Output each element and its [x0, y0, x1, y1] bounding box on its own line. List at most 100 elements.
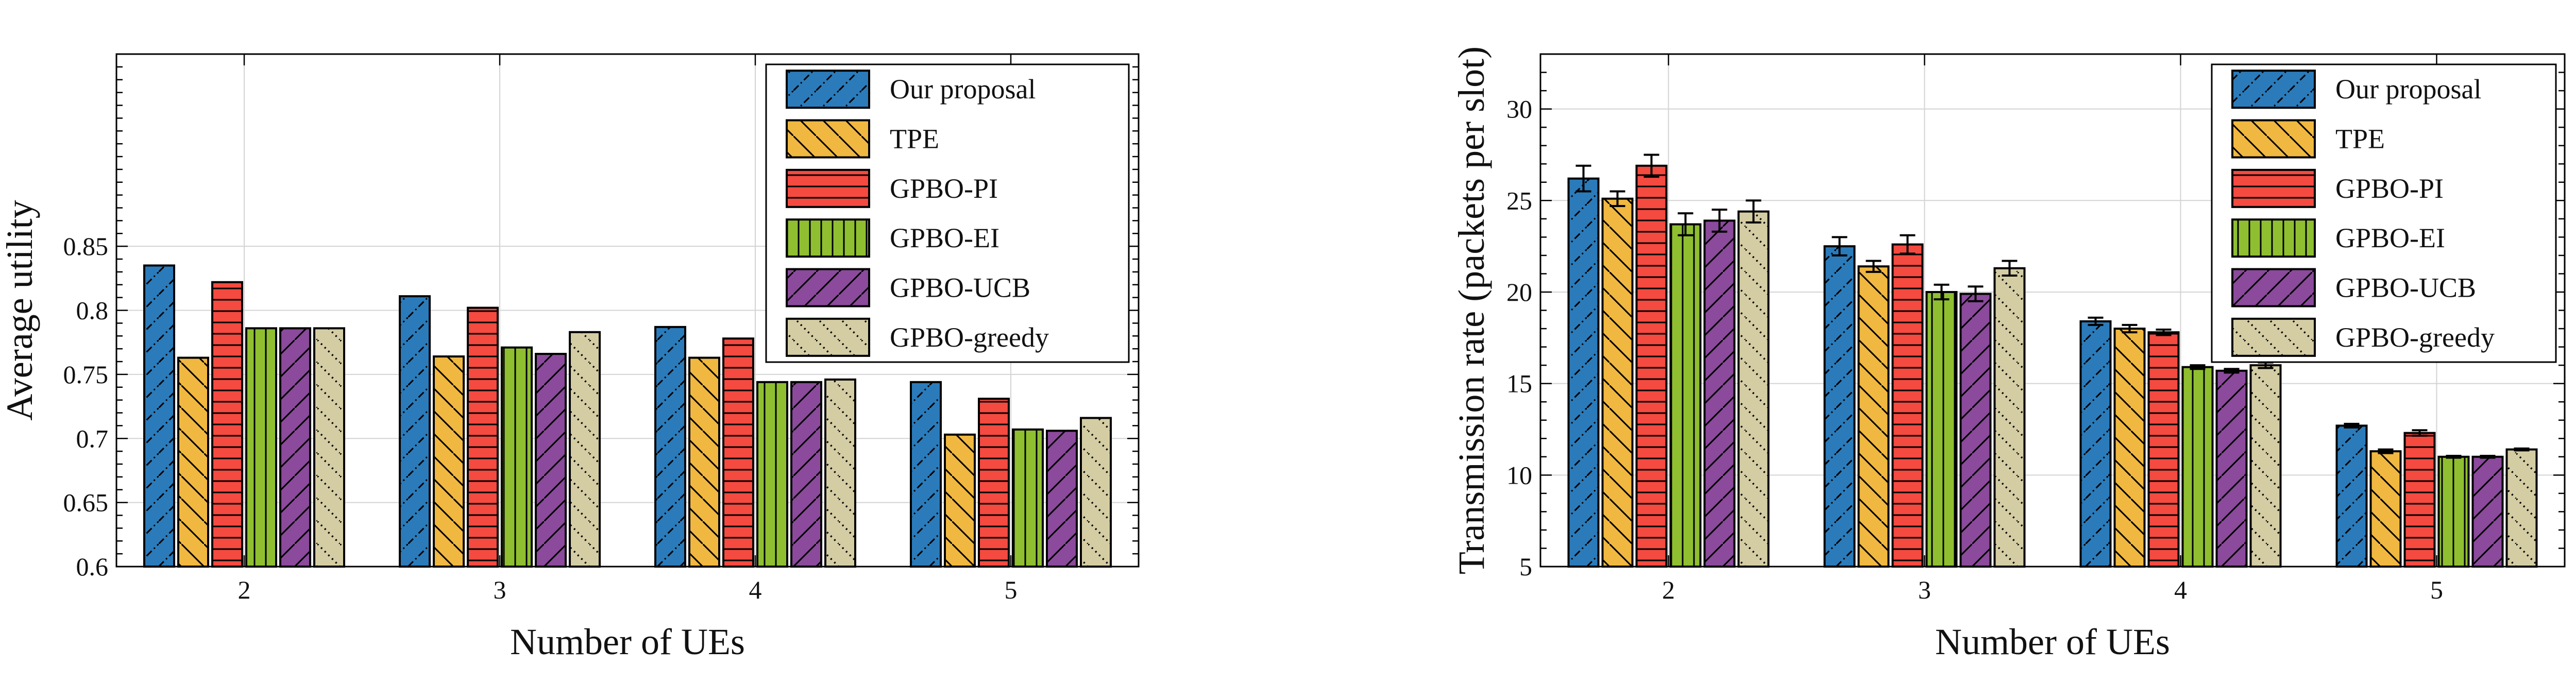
legend-swatch: [786, 218, 870, 258]
bar: [1669, 223, 1702, 568]
bar: [569, 331, 601, 568]
legend-item: GPBO-PI: [786, 168, 998, 208]
error-bar: [1643, 153, 1659, 178]
y-ticks: [116, 53, 1139, 568]
legend: Our proposal TPE GPBO-PI GPBO-EI GPBO-UCB GPB…: [765, 63, 1130, 363]
error-bar: [1900, 234, 1916, 255]
series-tpe: [1601, 190, 2402, 568]
bar: [2215, 369, 2248, 568]
bar: [501, 346, 533, 568]
error-bar: [2002, 260, 2018, 277]
y-tick-label: 0.65: [63, 488, 109, 517]
error-bar: [2088, 316, 2104, 326]
series-our-proposal: [1567, 164, 2368, 568]
legend-swatch: [786, 168, 870, 208]
y-tick-label: 0.7: [76, 424, 109, 453]
chart-panel-utility: 0.6 0.65 0.7 0.75 0.8 0.85 2 3 4 5 Number of UEs Av…: [0, 53, 1140, 662]
bar: [1567, 177, 1600, 568]
x-tick-label: 2: [1662, 575, 1675, 604]
y-tick-label: 25: [1506, 186, 1532, 215]
legend-swatch: [2231, 168, 2316, 208]
error-bar: [2446, 455, 2462, 459]
series-tpe: [177, 355, 976, 568]
legend-box: [765, 63, 1130, 363]
error-bar: [2412, 429, 2428, 437]
bar: [2181, 366, 2214, 568]
x-tick-label: 2: [238, 575, 251, 604]
error-bar: [1711, 209, 1727, 233]
bar: [910, 381, 942, 568]
error-bar: [1609, 190, 1625, 207]
bar: [245, 327, 277, 568]
legend-label: Our proposal: [890, 74, 1036, 105]
error-bar: [1832, 236, 1848, 257]
error-bar: [2480, 455, 2496, 459]
legend-label: GPBO-EI: [2335, 223, 2445, 253]
y-tick-label: 0.8: [76, 296, 109, 325]
y-tick-label: 5: [1519, 552, 1532, 581]
legend-item: GPBO-greedy: [786, 317, 1049, 357]
bar: [1601, 197, 1634, 568]
legend-box: [2211, 63, 2557, 363]
bar: [2249, 364, 2282, 568]
legend-item: GPBO-UCB: [786, 268, 1030, 308]
bar: [313, 327, 345, 568]
error-bar: [2190, 364, 2206, 370]
x-tick-label: 4: [2174, 575, 2187, 604]
legend-label: TPE: [890, 124, 939, 155]
bar: [143, 264, 175, 568]
legend-swatch: [2231, 119, 2316, 159]
legend-label: GPBO-PI: [890, 173, 998, 204]
legend-label: TPE: [2335, 124, 2385, 155]
legend-item: GPBO-greedy: [2231, 317, 2495, 357]
error-bar: [1575, 164, 1591, 193]
bar: [1080, 417, 1112, 568]
bar: [2505, 448, 2538, 568]
x-tick-label: 5: [2430, 575, 2443, 604]
legend-label: GPBO-UCB: [890, 272, 1030, 303]
bar: [654, 326, 686, 568]
bar: [1046, 430, 1078, 568]
legend-swatch: [786, 70, 870, 109]
y-tick-label: 20: [1506, 278, 1532, 306]
bar: [2335, 424, 2368, 568]
error-bar: [2224, 368, 2240, 374]
legend-label: Our proposal: [2335, 74, 2481, 105]
y-tick-label: 0.75: [63, 360, 109, 389]
bar: [399, 295, 431, 568]
bar: [1925, 291, 1958, 568]
bar: [2369, 450, 2402, 568]
legend-item: GPBO-PI: [2231, 168, 2444, 208]
bar: [211, 281, 243, 568]
series-gpbo-ucb: [1703, 209, 2504, 568]
series-gpbo-pi: [211, 281, 1010, 568]
series-gpbo-greedy: [313, 327, 1112, 568]
bar: [944, 433, 976, 568]
bar: [688, 356, 720, 568]
x-tick-label: 5: [1005, 575, 1018, 604]
error-bar: [2378, 448, 2394, 454]
y-tick-label: 30: [1506, 95, 1532, 124]
legend-swatch: [786, 119, 870, 159]
legend: Our proposal TPE GPBO-PI GPBO-EI GPBO-UCB GPB…: [2211, 63, 2557, 363]
error-bar: [1866, 260, 1882, 273]
x-axis-label: Number of UEs: [510, 621, 745, 662]
legend-swatch: [786, 317, 870, 357]
bar: [2403, 432, 2436, 568]
legend-swatch: [786, 268, 870, 308]
bar: [722, 337, 754, 568]
bars: [1567, 153, 2538, 568]
bar: [2113, 328, 2146, 568]
legend-item: GPBO-EI: [786, 218, 999, 258]
x-tick-label: 4: [749, 575, 762, 604]
legend-label: GPBO-EI: [890, 223, 999, 253]
error-bar: [2122, 323, 2138, 334]
bar: [1737, 210, 1770, 568]
bar: [2437, 455, 2470, 568]
legend-swatch: [2231, 268, 2316, 308]
y-axis-label: Average utility: [0, 200, 40, 421]
x-axis-label: Number of UEs: [1935, 621, 2170, 662]
legend-label: GPBO-UCB: [2335, 272, 2476, 303]
